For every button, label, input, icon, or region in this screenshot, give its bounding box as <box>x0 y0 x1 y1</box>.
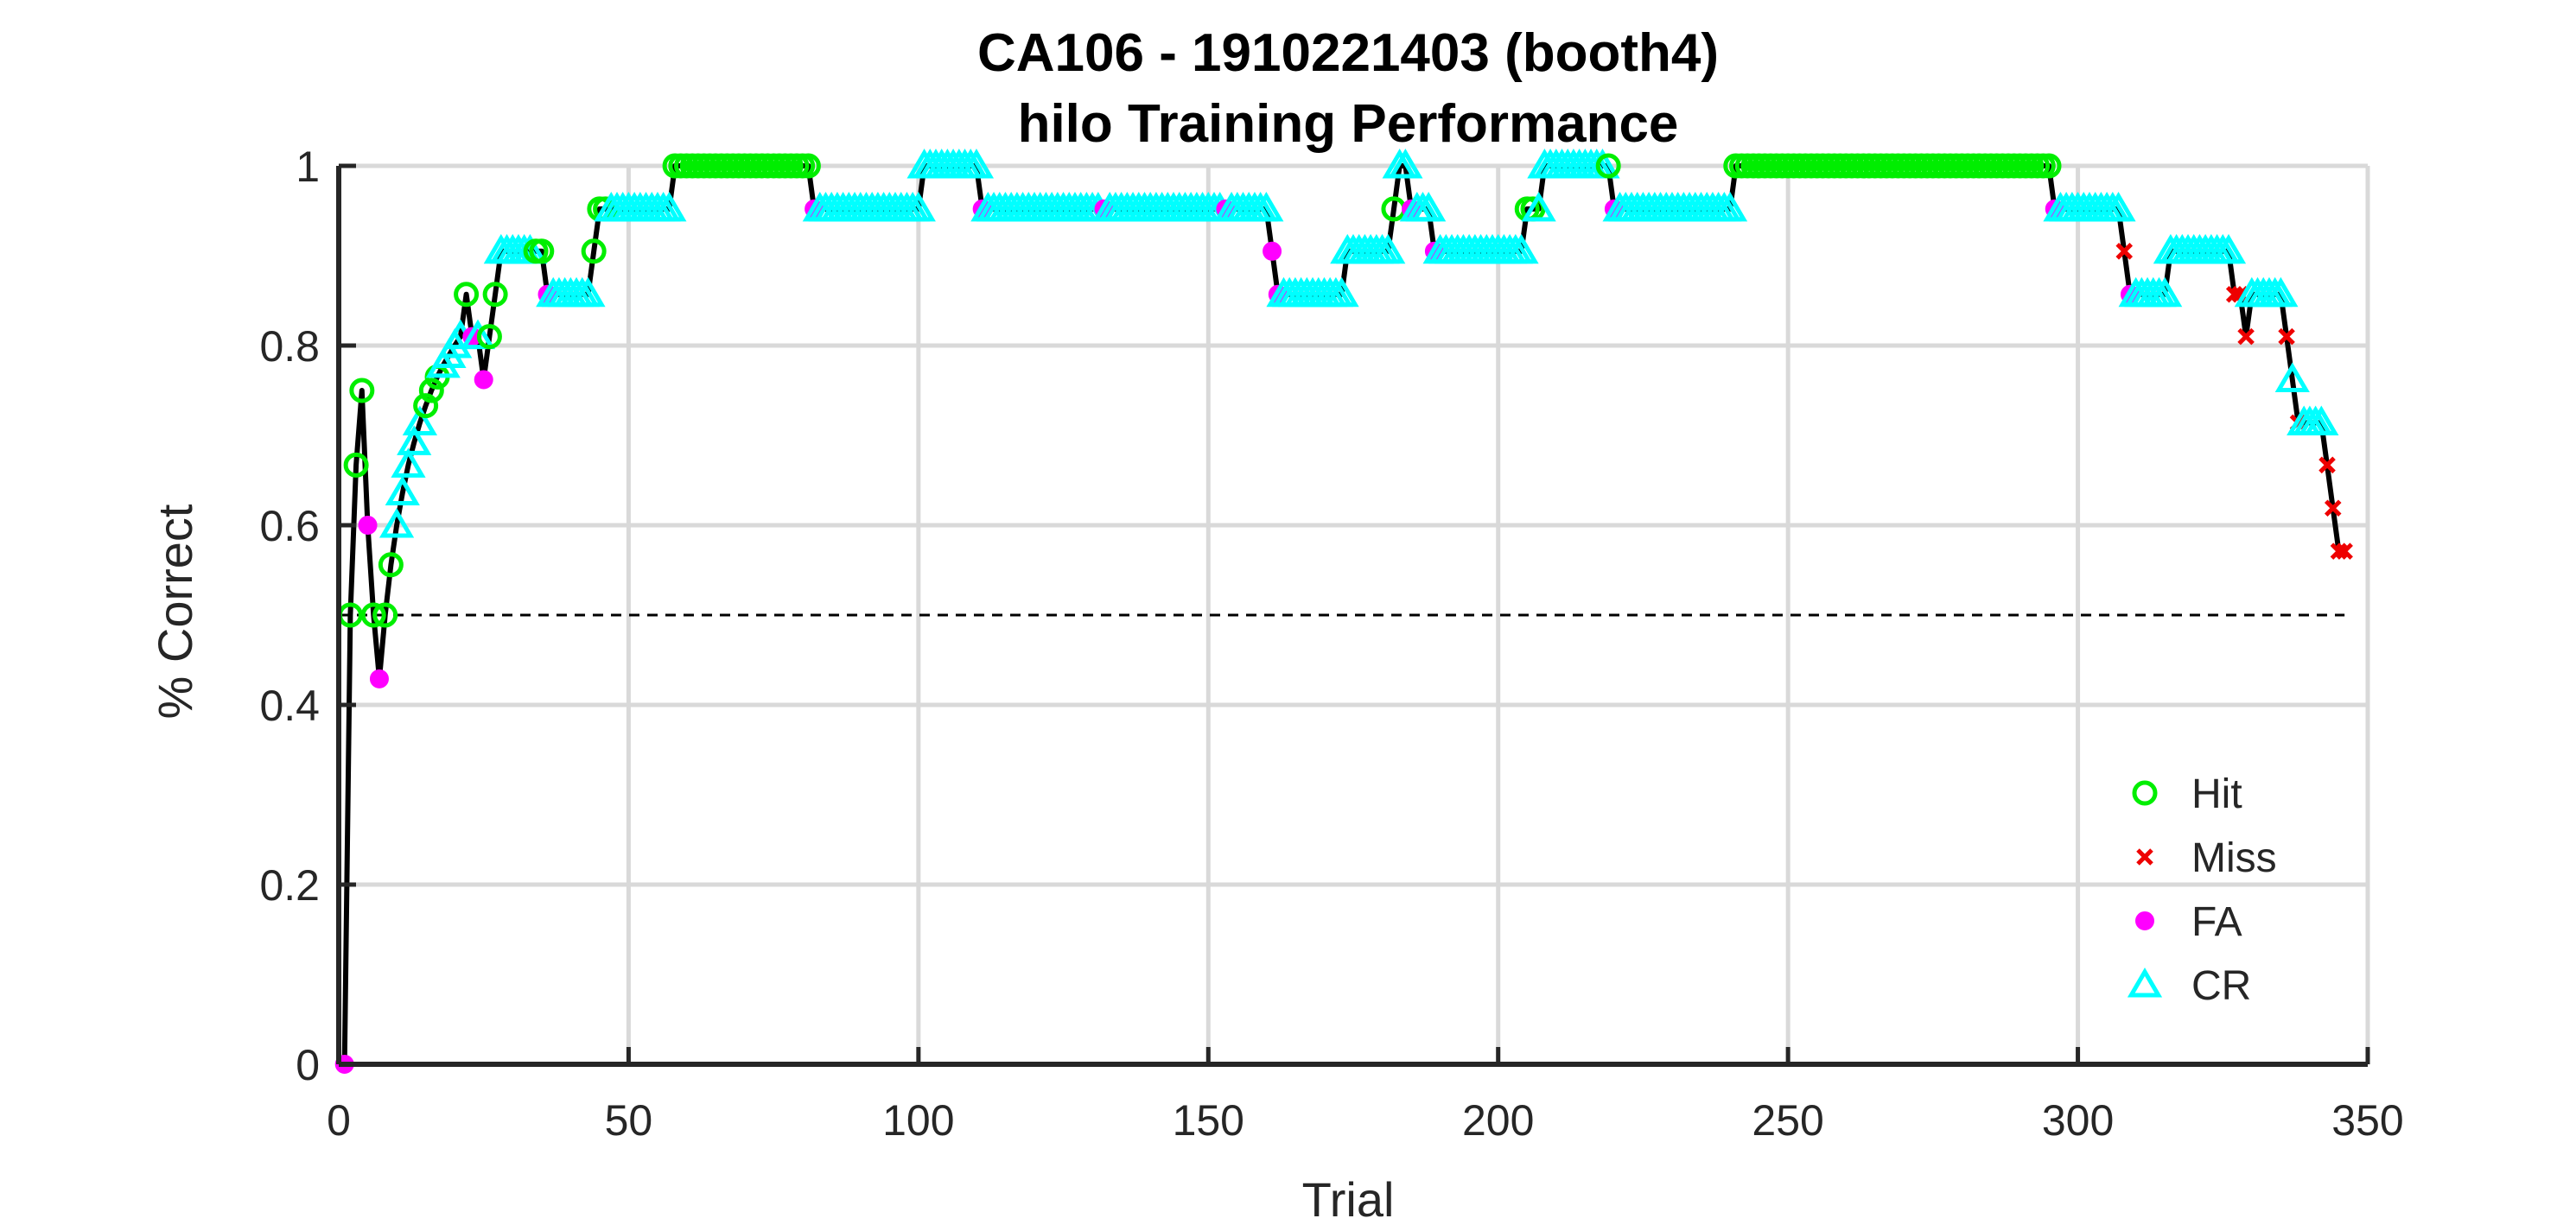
x-axis-label: Trial <box>1302 1172 1395 1227</box>
hit-marker <box>476 324 502 350</box>
cr-marker <box>1504 233 1539 264</box>
miss-marker <box>2237 327 2255 346</box>
hit-marker <box>482 282 508 308</box>
fa-marker <box>358 516 378 535</box>
cr-marker <box>1371 233 1406 264</box>
x-tick-labels: 0 50 100 150 200 250 300 350 <box>327 1096 2404 1145</box>
x-tick-label: 50 <box>605 1096 653 1145</box>
legend: Hit Miss FA CR <box>2127 771 2277 1009</box>
y-axis-label: % Correct <box>148 504 202 719</box>
cr-marker <box>570 276 606 308</box>
legend-cr-icon <box>2127 968 2163 998</box>
hit-marker <box>1595 153 1621 179</box>
cr-marker <box>2101 191 2136 222</box>
cr-marker <box>2147 276 2183 308</box>
cr-marker <box>1388 149 1423 179</box>
hit-marker <box>413 393 439 419</box>
y-tick-label: 1 <box>296 143 320 191</box>
y-tick-label: 0.6 <box>259 502 320 550</box>
hit-marker <box>529 238 555 264</box>
cr-marker <box>1324 276 1359 308</box>
miss-marker <box>2336 543 2353 560</box>
hit-marker <box>360 602 386 628</box>
y-tick-label: 0 <box>296 1041 320 1089</box>
cr-marker <box>460 319 496 350</box>
cr-marker <box>652 191 687 222</box>
chart-subtitle: hilo Training Performance <box>1018 94 1679 154</box>
cr-marker <box>385 475 420 506</box>
y-tick-label: 0.2 <box>259 861 320 910</box>
hit-marker <box>372 602 398 628</box>
miss-marker <box>2225 285 2243 303</box>
x-tick-label: 150 <box>1173 1096 1244 1145</box>
x-tick-label: 100 <box>882 1096 954 1145</box>
fa-marker <box>474 370 493 390</box>
x-tick-label: 300 <box>2042 1096 2114 1145</box>
cr-marker <box>378 508 415 538</box>
x-tick-label: 200 <box>1462 1096 1534 1145</box>
y-tick-label: 0.4 <box>259 682 320 730</box>
chart-title: CA106 - 1910221403 (booth4) <box>977 23 1719 83</box>
cr-marker <box>397 425 432 455</box>
hit-marker <box>454 282 480 308</box>
hit-marker <box>418 378 444 403</box>
cr-marker <box>391 447 426 478</box>
hit-marker <box>795 153 821 179</box>
miss-marker <box>2278 327 2295 346</box>
y-tick-label: 0.8 <box>259 322 320 371</box>
cr-marker <box>958 149 995 179</box>
cr-marker <box>1411 191 1447 222</box>
legend-miss-icon <box>2136 848 2153 866</box>
hit-marker <box>343 452 369 478</box>
cr-marker <box>1249 191 1284 222</box>
trial-markers <box>334 149 2353 1074</box>
x-tick-label: 0 <box>327 1096 351 1145</box>
miss-marker <box>2115 243 2134 260</box>
hit-marker <box>349 378 375 403</box>
hit-marker <box>581 238 607 264</box>
cr-marker <box>2210 233 2247 264</box>
cr-marker <box>1521 191 1556 222</box>
miss-marker <box>2324 499 2342 517</box>
cr-marker <box>900 191 936 222</box>
fa-marker <box>369 669 389 688</box>
cr-marker <box>2274 362 2310 393</box>
fa-marker <box>1263 241 1282 261</box>
cr-marker <box>2263 276 2299 308</box>
legend-hit-icon <box>2132 780 2158 806</box>
hit-marker <box>378 552 404 578</box>
cr-marker <box>402 405 438 435</box>
legend-fa-icon <box>2135 911 2154 930</box>
legend-hit-label: Hit <box>2191 771 2242 817</box>
legend-cr-label: CR <box>2191 963 2251 1009</box>
miss-marker <box>2318 456 2336 474</box>
axes <box>336 163 2370 1067</box>
cr-marker <box>1712 191 1748 222</box>
legend-fa-label: FA <box>2191 899 2242 945</box>
cr-marker <box>2304 405 2339 435</box>
miss-marker <box>2330 543 2348 560</box>
legend-miss-label: Miss <box>2191 835 2277 881</box>
x-tick-label: 350 <box>2331 1096 2403 1145</box>
x-tick-label: 250 <box>1752 1096 1823 1145</box>
y-tick-labels: 0 0.2 0.4 0.6 0.8 1 <box>259 143 320 1089</box>
hit-marker <box>2036 153 2062 179</box>
